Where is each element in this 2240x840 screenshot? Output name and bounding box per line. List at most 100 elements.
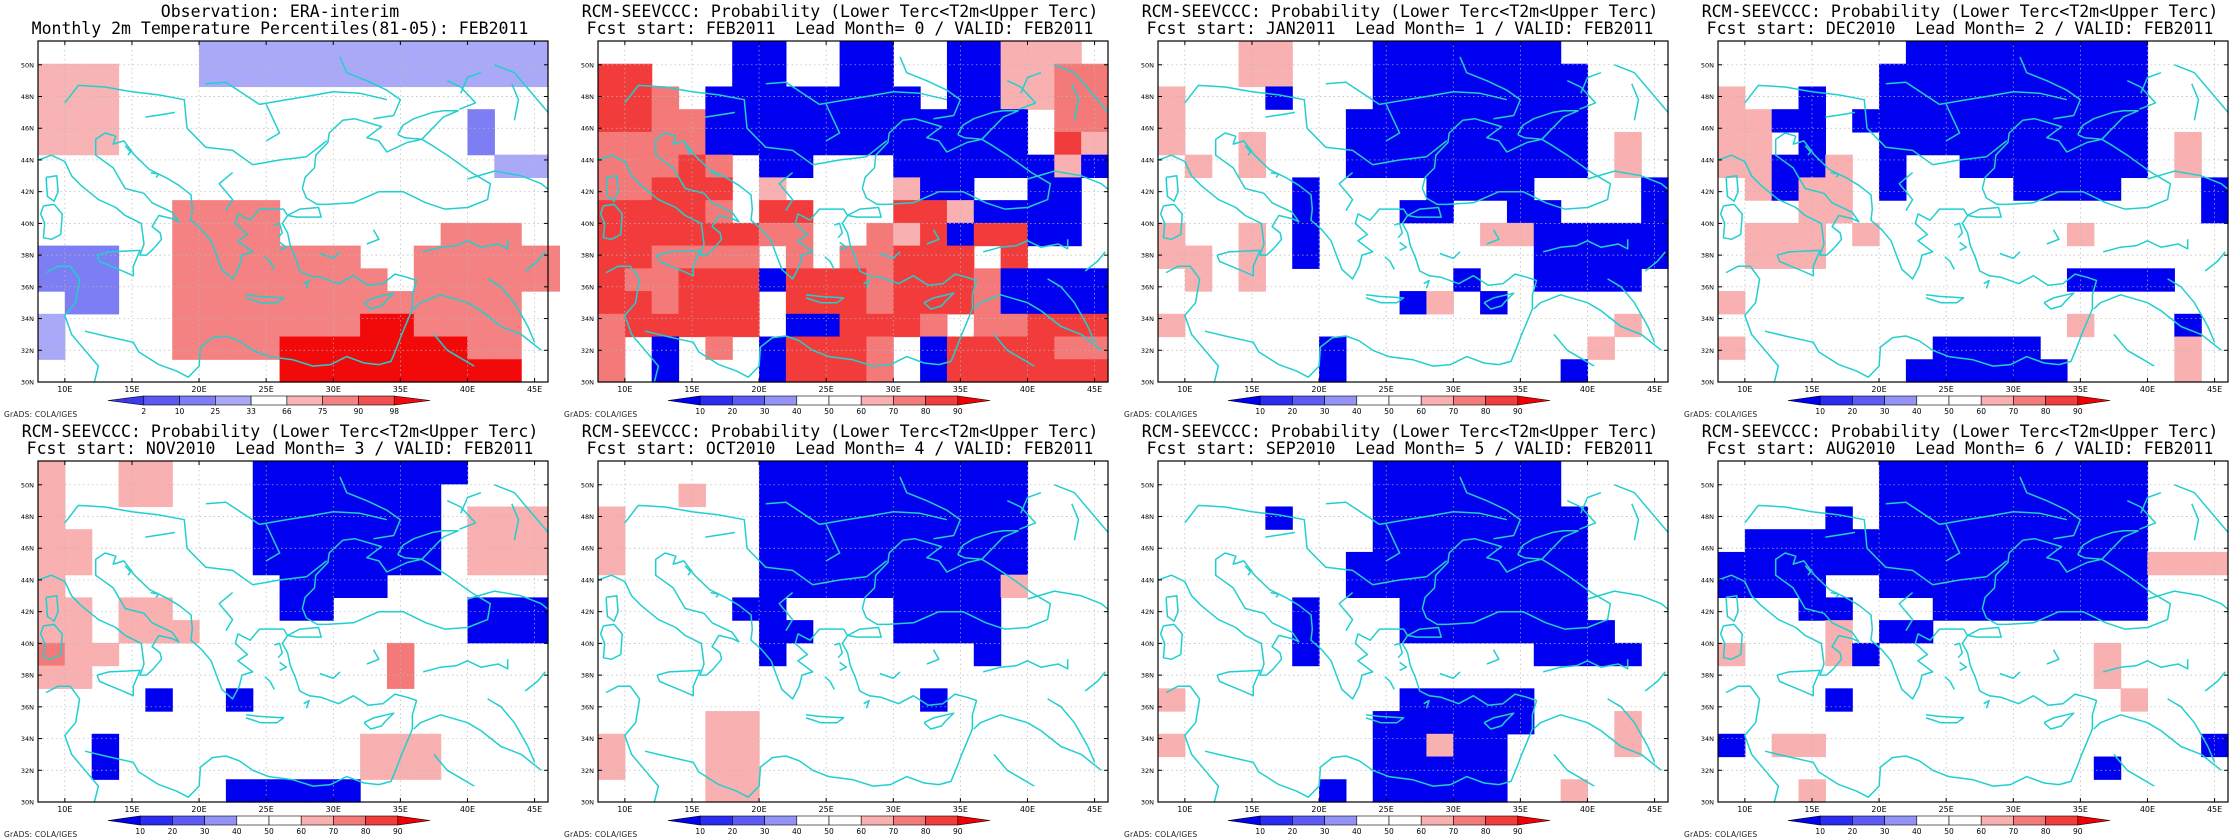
- grid-cell: [440, 291, 469, 315]
- grid-cell: [1480, 177, 1508, 201]
- grid-cell: [252, 63, 281, 88]
- grid-cell: [785, 109, 814, 133]
- grid-cell: [1426, 131, 1454, 156]
- grid-cell: [333, 506, 361, 530]
- color-bar-label: 66: [282, 407, 292, 416]
- grid-cell: [1265, 86, 1293, 110]
- grid-cell: [705, 733, 733, 758]
- panel-title-line2: Fcst start: JAN2011 Lead Month= 1 / VALI…: [1146, 19, 1654, 38]
- lat-tick-label: 42N: [1701, 188, 1714, 196]
- lat-tick-label: 36N: [1701, 283, 1714, 291]
- grid-cell: [866, 41, 894, 65]
- grid-cell: [598, 291, 626, 315]
- grid-cell: [521, 154, 549, 178]
- graticule: [1718, 461, 2228, 803]
- grid-cell: [1345, 131, 1374, 156]
- lat-tick-label: 38N: [581, 252, 594, 260]
- grid-cell: [64, 86, 93, 110]
- grid-cell: [225, 63, 254, 88]
- grid-cell: [118, 483, 146, 508]
- grid-cell: [785, 86, 814, 110]
- grid-cell: [2040, 551, 2068, 576]
- lat-tick-label: 32N: [21, 767, 34, 775]
- color-bar-label: 90: [2073, 827, 2083, 836]
- grid-cell: [306, 245, 334, 269]
- grid-cell: [494, 291, 522, 315]
- grid-cell: [920, 336, 948, 360]
- grid-cell: [360, 313, 388, 338]
- lon-tick-label: 15E: [684, 385, 699, 394]
- grid-cell: [839, 461, 868, 485]
- grid-cell: [1158, 131, 1186, 156]
- grid-cell: [225, 779, 254, 803]
- grid-cell: [1744, 245, 1773, 269]
- grid-cell: [279, 291, 308, 315]
- grid-cell: [360, 41, 388, 65]
- grid-cell: [839, 131, 868, 156]
- grid-cell: [1560, 597, 1589, 621]
- graticule: [1158, 461, 1668, 803]
- grid-cell: [1158, 245, 1186, 269]
- lat-tick-label: 44N: [1141, 576, 1154, 584]
- grid-cell: [1932, 551, 1961, 576]
- grid-cell: [839, 291, 868, 315]
- grid-cell: [893, 222, 921, 247]
- grid-cell: [1426, 551, 1454, 576]
- lon-tick-label: 45E: [527, 805, 542, 814]
- panel-title: RCM-SEEVCCC: Probability (Lower Terc<T2m…: [560, 3, 1120, 37]
- color-bar: 2 10 25 33 66 75 90 98: [107, 395, 431, 416]
- lat-tick-label: 32N: [581, 347, 594, 355]
- grid-cell: [2066, 483, 2095, 508]
- grid-cell: [1771, 154, 1800, 178]
- grid-cell: [1265, 506, 1293, 530]
- probability-cells: [598, 41, 1109, 383]
- color-bar-label: 80: [361, 827, 371, 836]
- grid-cell: [1000, 154, 1029, 178]
- lon-tick-label: 40E: [1020, 385, 1035, 394]
- grid-cell: [1426, 733, 1454, 758]
- grid-cell: [1081, 154, 1109, 178]
- lat-tick-label: 48N: [581, 513, 594, 521]
- coastlines: [598, 56, 1108, 382]
- grid-cell: [705, 711, 733, 735]
- grid-cell: [2013, 41, 2041, 65]
- panel-title-line1: Observation: ERA-interim: [160, 2, 400, 21]
- grid-cell: [1027, 63, 1055, 88]
- grid-cell: [494, 359, 522, 383]
- grid-cell: [1959, 109, 1988, 133]
- grid-cell: [678, 131, 706, 156]
- grid-cell: [306, 779, 334, 803]
- grid-cell: [1480, 222, 1508, 247]
- grid-cell: [1054, 41, 1082, 65]
- grid-cell: [440, 336, 469, 360]
- grid-cell: [785, 291, 814, 315]
- grid-cell: [1480, 461, 1508, 485]
- grid-cell: [2040, 506, 2068, 530]
- grid-cell: [598, 756, 626, 780]
- grid-cell: [624, 222, 653, 247]
- grid-cell: [1932, 597, 1961, 621]
- grid-cell: [1560, 551, 1589, 576]
- grid-cell: [1265, 63, 1293, 88]
- grid-cell: [413, 268, 442, 292]
- lat-tick-label: 34N: [21, 315, 34, 323]
- lat-tick-label: 42N: [1141, 188, 1154, 196]
- grid-cell: [785, 529, 814, 553]
- panel-title-line2: Fcst start: FEB2011 Lead Month= 0 / VALI…: [586, 19, 1094, 38]
- grid-cell: [2093, 177, 2122, 201]
- grid-cell: [1852, 222, 1880, 247]
- lon-tick-label: 30E: [1446, 805, 1461, 814]
- grid-cell: [91, 291, 120, 315]
- grid-cell: [705, 200, 733, 224]
- grid-cell: [1184, 154, 1213, 178]
- grid-cell: [172, 200, 200, 224]
- grid-cell: [413, 313, 442, 338]
- grid-cell: [64, 551, 93, 576]
- grid-cell: [1744, 109, 1773, 133]
- grid-cell: [1879, 63, 1907, 88]
- grid-cell: [1718, 109, 1746, 133]
- grid-cell: [1480, 688, 1508, 712]
- grid-cell: [759, 222, 787, 247]
- grid-cell: [1399, 131, 1428, 156]
- grid-cell: [38, 245, 66, 269]
